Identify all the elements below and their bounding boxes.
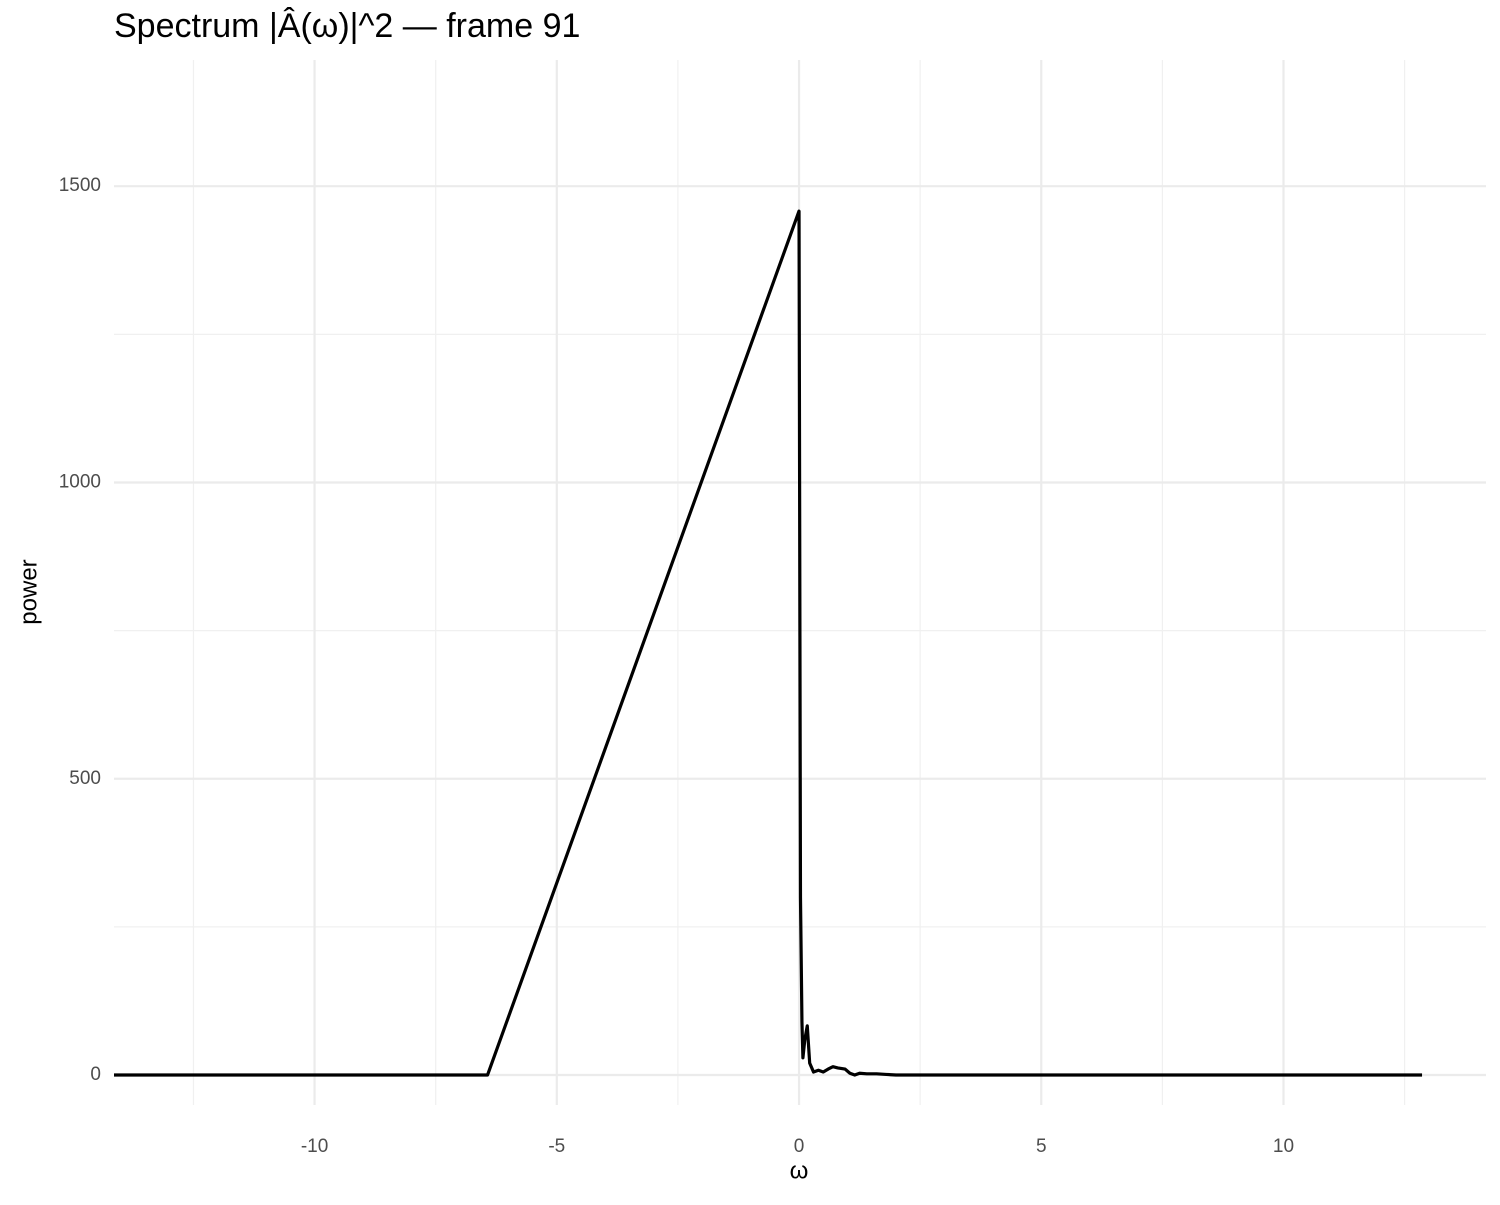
x-tick-label: 10	[1273, 1136, 1294, 1157]
y-tick-label: 1000	[59, 471, 101, 492]
x-tick-label: -5	[548, 1136, 565, 1157]
y-axis-label: power	[15, 559, 42, 624]
x-tick-label: -10	[301, 1136, 328, 1157]
y-tick-label: 500	[69, 768, 101, 789]
x-tick-label: 0	[794, 1136, 805, 1157]
chart-title: Spectrum |Â(ω)|^2 — frame 91	[114, 7, 580, 45]
line	[114, 209, 1423, 1077]
y-tick-label: 1500	[59, 175, 101, 196]
x-axis-label: ω	[790, 1157, 809, 1184]
x-tick-label: 5	[1036, 1136, 1047, 1157]
grid: -10 -5 0 5 10 0 500 1000 1500	[59, 60, 1486, 1157]
y-tick-label: 0	[90, 1064, 101, 1085]
plot-area	[114, 209, 1423, 1077]
